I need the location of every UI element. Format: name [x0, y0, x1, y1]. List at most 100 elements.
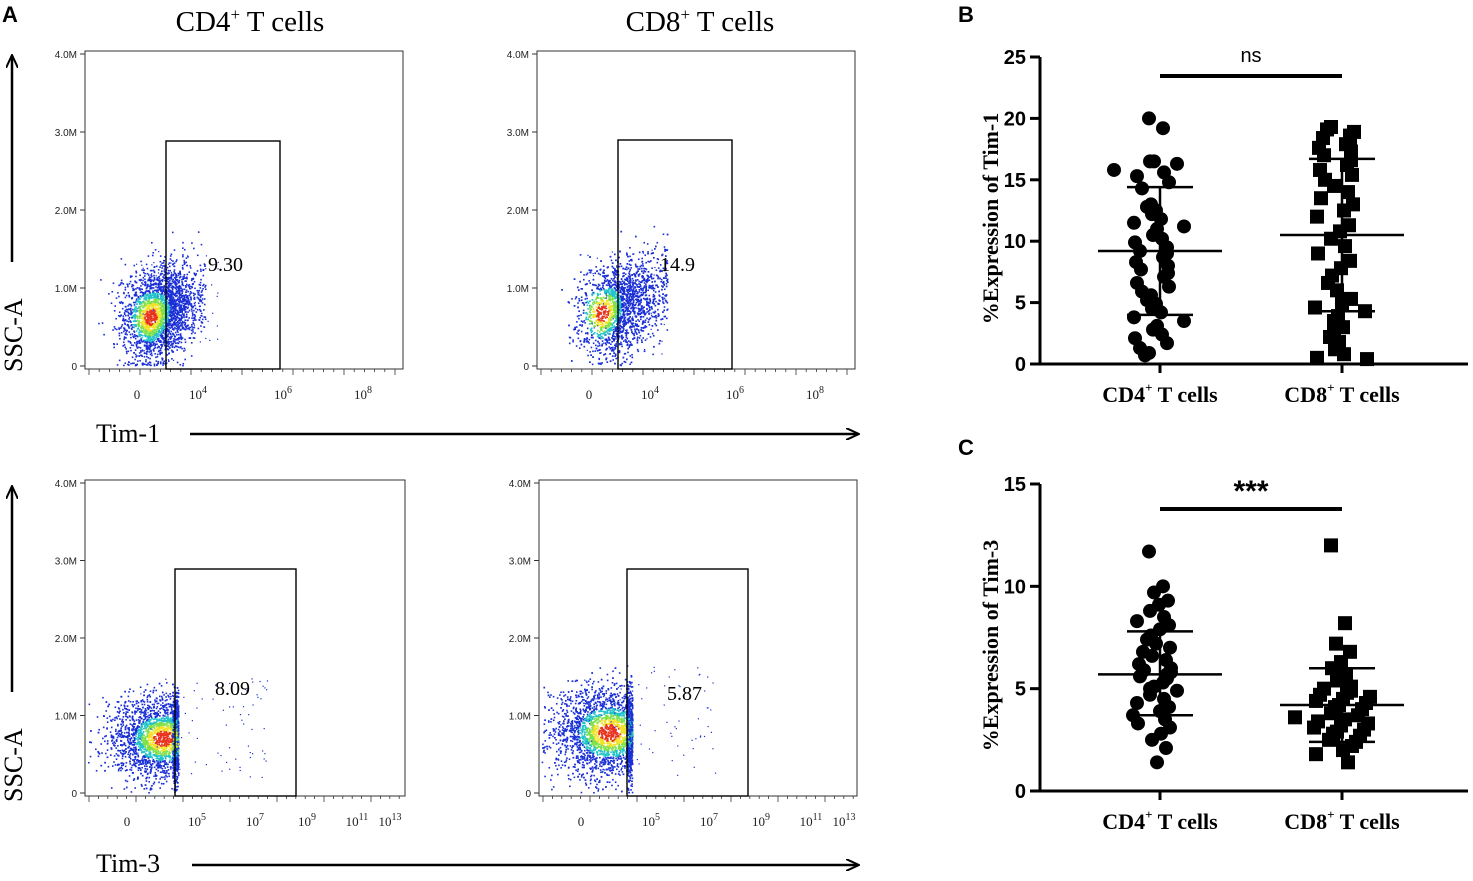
flow-event-dot: [613, 303, 615, 305]
flow-event-dot: [157, 302, 159, 304]
flow-event-dot: [163, 308, 165, 311]
flow-event-dot: [611, 313, 613, 315]
flow-event-dot: [639, 313, 642, 316]
flow-event-dot: [153, 279, 156, 281]
flow-event-dot: [641, 276, 644, 279]
flow-event-dot: [136, 315, 139, 317]
flow-event-dot: [611, 295, 614, 297]
flow-event-dot: [167, 313, 170, 316]
flow-event-dot: [623, 304, 626, 307]
flow-event-dot: [160, 321, 163, 323]
flow-event-dot: [180, 300, 182, 303]
flow-event-dot: [131, 315, 134, 318]
flow-event-dot: [135, 271, 138, 273]
flow-event-dot: [181, 320, 184, 323]
flow-event-dot: [589, 317, 592, 320]
flow-event-dot: [179, 333, 182, 335]
flow-event-dot: [167, 338, 170, 341]
flow-event-dot: [176, 345, 178, 348]
flow-event-dot: [174, 304, 177, 307]
flow-event-dot: [619, 305, 622, 308]
flow-event-dot: [202, 274, 205, 277]
flow-event-dot: [172, 281, 175, 284]
flow-event-dot: [643, 350, 646, 353]
flow-event-dot: [615, 319, 618, 321]
flow-event-dot: [654, 280, 656, 283]
flow-event-dot: [171, 346, 174, 348]
flow-event-dot: [621, 299, 623, 302]
flow-event-dot: [657, 277, 659, 280]
flow-event-dot: [578, 329, 580, 332]
flow-event-dot: [648, 323, 651, 326]
flow-event-dot: [155, 301, 157, 303]
flow-event-dot: [178, 281, 180, 284]
flow-event-dot: [184, 341, 187, 344]
flow-event-dot: [195, 273, 197, 275]
flow-event-dot: [185, 265, 188, 267]
flow-event-dot: [166, 314, 169, 317]
flow-event-dot: [157, 321, 159, 324]
flow-event-dot: [166, 291, 168, 294]
flow-event-dot: [647, 333, 650, 335]
flow-event-dot: [159, 315, 161, 318]
flow-event-dot: [600, 363, 602, 366]
flow-event-dot: [192, 319, 195, 322]
flow-event-dot: [616, 280, 619, 283]
flow-event-dot: [143, 352, 146, 355]
flow-event-dot: [186, 264, 189, 267]
flow-event-dot: [120, 301, 123, 303]
flow-event-dot: [627, 280, 629, 283]
flow-event-dot: [170, 275, 173, 277]
flow-event-dot: [643, 291, 646, 294]
flow-event-dot: [613, 344, 616, 347]
flow-event-dot: [189, 293, 191, 295]
flow-event-dot: [171, 332, 174, 335]
flow-event-dot: [152, 325, 154, 327]
flow-event-dot: [150, 325, 152, 328]
flow-event-dot: [128, 331, 131, 333]
flow-event-dot: [612, 291, 614, 293]
flow-event-dot: [193, 298, 196, 300]
flow-event-dot: [146, 348, 149, 351]
flow-event-dot: [614, 293, 616, 295]
flow-event-dot: [143, 292, 146, 295]
flow-event-dot: [159, 314, 162, 317]
flow-event-dot: [162, 341, 165, 344]
flow-event-dot: [652, 287, 654, 290]
flow-event-dot: [637, 312, 639, 315]
flow-event-dot: [198, 319, 201, 321]
flow-event-dot: [157, 305, 159, 307]
flow-event-dot: [631, 298, 633, 301]
flow-event-dot: [162, 311, 165, 314]
flow-event-dot: [167, 290, 169, 293]
flow-event-dot: [118, 295, 120, 298]
flow-event-dot: [156, 313, 159, 315]
flow-event-dot: [635, 295, 638, 298]
flow-event-dot: [641, 275, 644, 277]
gate-rectangle: [165, 140, 281, 370]
flow-event-dot: [169, 338, 172, 340]
flow-event-dot: [614, 330, 617, 332]
flow-event-dot: [591, 302, 594, 304]
flow-event-dot: [143, 320, 145, 323]
flow-event-dot: [597, 362, 600, 365]
flow-event-dot: [136, 303, 138, 305]
flow-event-dot: [618, 291, 620, 294]
flow-event-dot: [161, 322, 164, 325]
flow-event-dot: [164, 308, 166, 310]
flow-event-dot: [596, 313, 599, 315]
flow-event-dot: [627, 351, 629, 354]
flow-event-dot: [656, 258, 659, 260]
flow-event-dot: [665, 295, 667, 297]
flow-event-dot: [149, 293, 151, 296]
flow-event-dot: [614, 320, 616, 323]
flow-event-dot: [142, 313, 145, 316]
flow-event-dot: [172, 293, 174, 296]
flow-event-dot: [125, 294, 128, 297]
flow-event-dot: [187, 284, 190, 287]
flow-event-dot: [135, 298, 138, 300]
flow-event-dot: [180, 310, 182, 313]
flow-event-dot: [148, 306, 150, 308]
flow-event-dot: [144, 292, 147, 295]
flow-event-dot: [180, 317, 183, 319]
